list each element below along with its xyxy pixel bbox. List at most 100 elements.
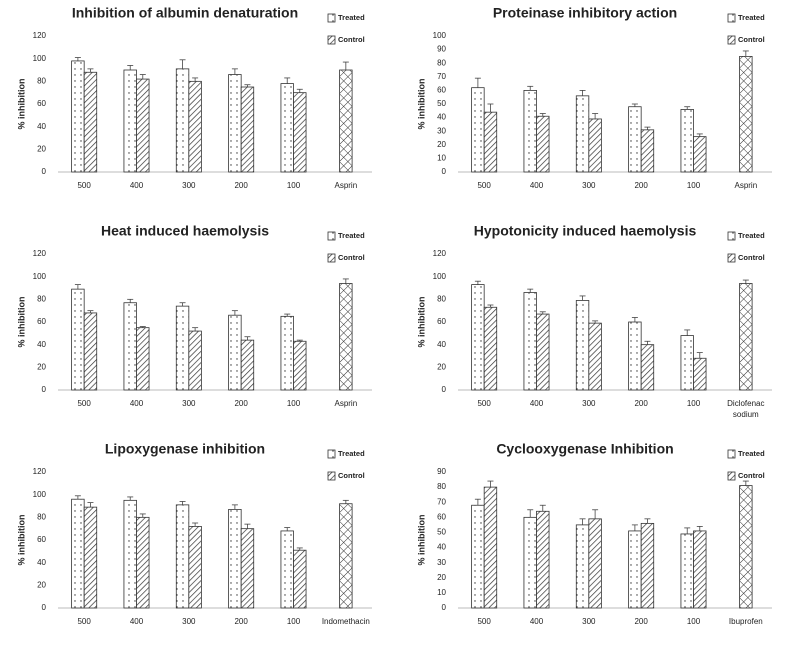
chart-panel: Inhibition of albumin denaturation % inhi… xyxy=(16,5,372,190)
error-bar xyxy=(192,522,199,527)
chart-title: Cyclooxygenase Inhibition xyxy=(496,441,673,457)
bar xyxy=(188,80,202,173)
y-tick-label: 30 xyxy=(437,558,446,567)
bar xyxy=(83,71,98,173)
bar xyxy=(739,56,753,173)
y-tick-label: 120 xyxy=(433,249,447,258)
error-bar xyxy=(284,313,291,317)
y-tick-label: 80 xyxy=(437,294,446,303)
legend-label: Control xyxy=(338,471,365,480)
bar xyxy=(175,68,190,173)
bar xyxy=(339,503,353,609)
bar xyxy=(739,485,753,609)
chart-panel: Lipoxygenase inhibition % inhibition 0 20 40… xyxy=(16,441,372,626)
legend-label: Treated xyxy=(338,449,365,458)
y-tick-label: 60 xyxy=(37,317,46,326)
chart-panel: Hypotonicity induced haemolysis % inhibit… xyxy=(416,223,772,419)
error-bar xyxy=(87,310,94,313)
y-tick-label: 10 xyxy=(437,588,446,597)
chart-title: Heat induced haemolysis xyxy=(101,223,269,239)
x-tick-label: 200 xyxy=(634,181,648,190)
y-axis-label: % inhibition xyxy=(16,515,26,566)
x-tick-label: 300 xyxy=(582,181,596,190)
legend-label: Control xyxy=(738,35,765,44)
legend-label: Control xyxy=(738,253,765,262)
error-bar xyxy=(474,77,481,88)
y-tick-label: 70 xyxy=(437,72,446,81)
x-tick-label: 300 xyxy=(182,617,196,626)
y-tick-label: 80 xyxy=(37,512,46,521)
bar xyxy=(293,549,307,609)
legend-label: Control xyxy=(338,35,365,44)
legend-label: Treated xyxy=(738,13,765,22)
bar xyxy=(280,530,294,609)
bar xyxy=(71,498,85,609)
bar xyxy=(471,87,485,173)
y-tick-label: 30 xyxy=(437,126,446,135)
bar xyxy=(240,339,255,391)
y-tick-label: 80 xyxy=(37,76,46,85)
y-tick-label: 0 xyxy=(442,167,447,176)
chart-title: Proteinase inhibitory action xyxy=(493,5,677,21)
bar xyxy=(628,106,642,173)
x-tick-label: 400 xyxy=(530,399,544,408)
bar xyxy=(136,78,150,173)
y-tick-label: 120 xyxy=(33,31,47,40)
x-tick-label: 200 xyxy=(234,181,248,190)
error-bar xyxy=(87,68,94,73)
y-tick-label: 20 xyxy=(437,362,446,371)
bar xyxy=(175,305,190,391)
bar xyxy=(588,518,602,609)
legend-swatch xyxy=(727,449,736,459)
x-tick-label: 400 xyxy=(130,617,144,626)
bar xyxy=(628,530,642,609)
legend-label: Treated xyxy=(738,449,765,458)
bar xyxy=(71,60,85,173)
error-bar xyxy=(231,504,238,510)
error-bar xyxy=(179,501,186,505)
y-tick-label: 90 xyxy=(437,467,446,476)
error-bar xyxy=(74,57,81,61)
legend-label: Treated xyxy=(338,231,365,240)
x-tick-label: 100 xyxy=(687,399,701,408)
bar xyxy=(483,306,498,391)
bar xyxy=(483,486,498,609)
bar xyxy=(680,533,694,609)
error-bar xyxy=(296,339,303,342)
legend-label: Control xyxy=(738,471,765,480)
bar xyxy=(536,313,550,391)
legend-swatch xyxy=(727,35,736,45)
error-bar xyxy=(127,65,134,70)
legend-label: Control xyxy=(338,253,365,262)
error-bar xyxy=(244,523,251,529)
x-tick-label: 500 xyxy=(477,399,491,408)
y-tick-label: 60 xyxy=(437,512,446,521)
x-tick-label: Indomethacin xyxy=(322,617,370,626)
bar xyxy=(536,510,550,609)
bar xyxy=(83,312,98,391)
bar xyxy=(228,314,242,391)
bar xyxy=(693,357,707,391)
bar xyxy=(575,300,590,391)
legend-swatch xyxy=(327,471,336,481)
error-bar xyxy=(527,509,534,518)
bar xyxy=(83,506,98,609)
bar xyxy=(471,504,485,609)
bar xyxy=(575,95,590,173)
x-tick-label: 500 xyxy=(77,181,91,190)
error-bar xyxy=(644,518,651,524)
y-tick-label: 0 xyxy=(42,603,47,612)
error-bar xyxy=(684,329,691,336)
y-tick-label: 10 xyxy=(437,154,446,163)
x-tick-label: Diclofenac sodium xyxy=(727,399,764,419)
error-bar xyxy=(696,133,703,137)
error-bar xyxy=(684,106,691,110)
bar xyxy=(188,526,202,609)
bar xyxy=(240,86,255,173)
error-bar xyxy=(179,59,186,69)
y-axis-label: % inhibition xyxy=(416,297,426,348)
x-tick-label: 100 xyxy=(287,181,301,190)
bar xyxy=(280,315,294,391)
x-tick-label: Asprin xyxy=(734,181,757,190)
